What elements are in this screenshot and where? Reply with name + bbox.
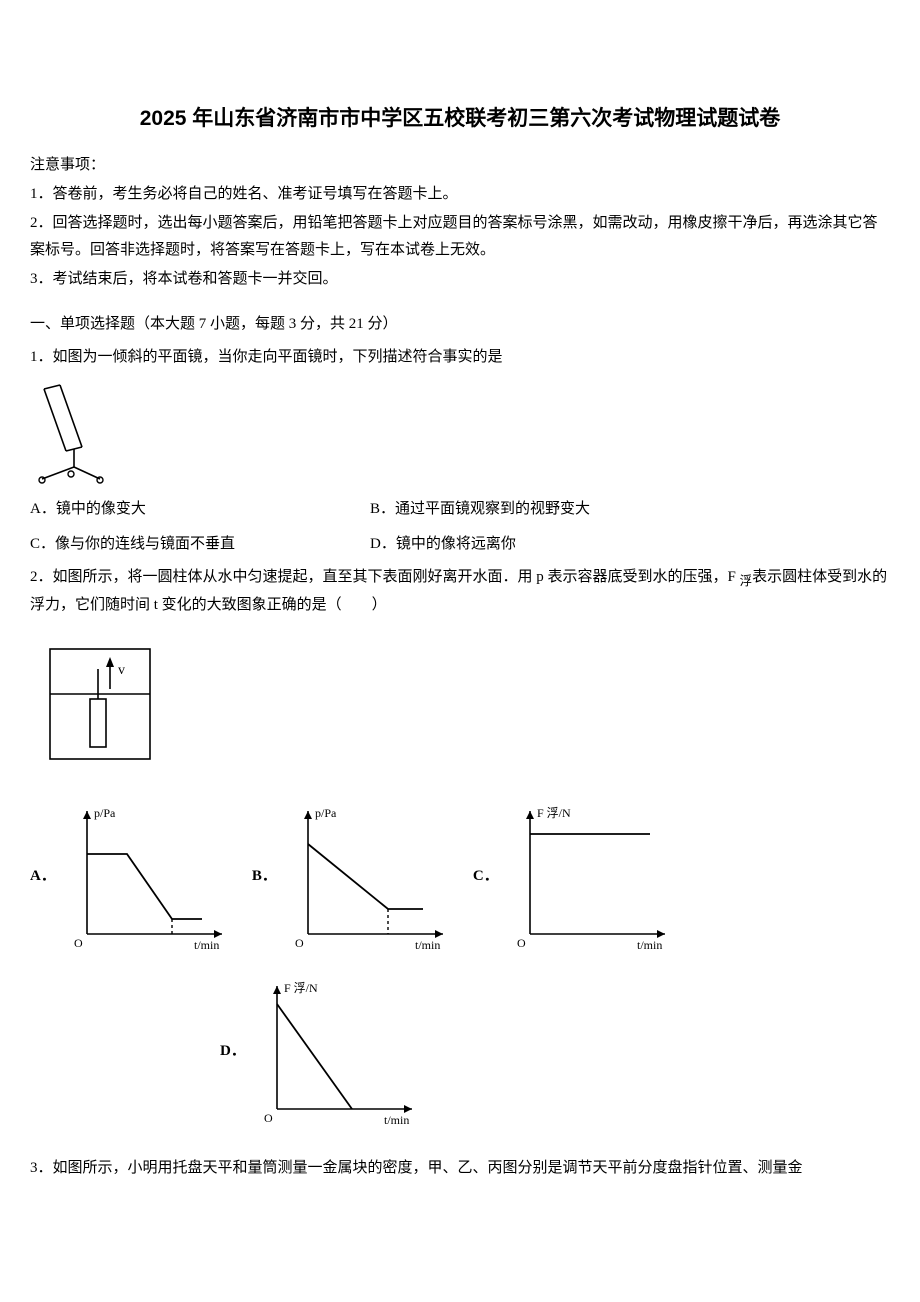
question-1-text: 1．如图为一倾斜的平面镜，当你走向平面镜时，下列描述符合事实的是 bbox=[30, 344, 890, 371]
notice-line: 1．答卷前，考生务必将自己的姓名、准考证号填写在答题卡上。 bbox=[30, 181, 890, 208]
chart-d-letter: D． bbox=[220, 1038, 246, 1065]
chart-c-block: C． F 浮/N t/min O bbox=[473, 799, 675, 954]
chart-b-ylabel: p/Pa bbox=[315, 806, 337, 820]
q2-charts-row-2: D． F 浮/N t/min O bbox=[220, 974, 890, 1149]
svg-text:O: O bbox=[295, 936, 304, 950]
chart-a-xlabel: t/min bbox=[194, 938, 219, 952]
svg-text:v: v bbox=[118, 663, 125, 678]
chart-c-ylabel: F 浮/N bbox=[537, 806, 571, 820]
mirror-figure bbox=[30, 381, 890, 486]
svg-text:O: O bbox=[264, 1111, 273, 1125]
chart-b: p/Pa t/min O bbox=[283, 799, 453, 954]
notice-line: 3．考试结束后，将本试卷和答题卡一并交回。 bbox=[30, 266, 890, 293]
chart-c: F 浮/N t/min O bbox=[505, 799, 675, 954]
question-3-text: 3．如图所示，小明用托盘天平和量筒测量一金属块的密度，甲、乙、丙图分别是调节天平… bbox=[30, 1155, 890, 1182]
chart-a: p/Pa t/min O bbox=[62, 799, 232, 954]
chart-b-xlabel: t/min bbox=[415, 938, 440, 952]
chart-c-letter: C． bbox=[473, 863, 499, 890]
q2-charts-row-1: A． p/Pa t/min O B． p/Pa t/min O C． bbox=[30, 799, 890, 974]
q1-options-row-2: C．像与你的连线与镜面不垂直 D．镜中的像将远离你 bbox=[30, 531, 890, 558]
exam-title: 2025 年山东省济南市市中学区五校联考初三第六次考试物理试题试卷 bbox=[30, 100, 890, 138]
q1-options-row-1: A．镜中的像变大 B．通过平面镜观察到的视野变大 bbox=[30, 496, 890, 523]
section-header: 一、单项选择题（本大题 7 小题，每题 3 分，共 21 分） bbox=[30, 311, 890, 338]
svg-text:O: O bbox=[74, 936, 83, 950]
chart-a-block: A． p/Pa t/min O bbox=[30, 799, 232, 954]
q1-option-a: A．镜中的像变大 bbox=[30, 496, 370, 523]
question-2-text: 2．如图所示，将一圆柱体从水中匀速提起，直至其下表面刚好离开水面．用 p 表示容… bbox=[30, 564, 890, 620]
cylinder-figure: v bbox=[40, 639, 890, 769]
notice-line: 2．回答选择题时，选出每小题答案后，用铅笔把答题卡上对应题目的答案标号涂黑，如需… bbox=[30, 210, 890, 264]
chart-a-letter: A． bbox=[30, 863, 56, 890]
chart-d: F 浮/N t/min O bbox=[252, 974, 422, 1129]
chart-d-xlabel: t/min bbox=[384, 1113, 409, 1127]
q1-option-b: B．通过平面镜观察到的视野变大 bbox=[370, 496, 710, 523]
chart-a-ylabel: p/Pa bbox=[94, 806, 116, 820]
svg-text:O: O bbox=[517, 936, 526, 950]
chart-d-block: D． F 浮/N t/min O bbox=[220, 974, 422, 1129]
chart-c-xlabel: t/min bbox=[637, 938, 662, 952]
chart-b-letter: B． bbox=[252, 863, 277, 890]
q1-option-d: D．镜中的像将远离你 bbox=[370, 531, 710, 558]
q2-sub: 浮 bbox=[740, 574, 753, 588]
q2-text-part1: 2．如图所示，将一圆柱体从水中匀速提起，直至其下表面刚好离开水面．用 p 表示容… bbox=[30, 569, 740, 585]
chart-b-block: B． p/Pa t/min O bbox=[252, 799, 453, 954]
notice-header: 注意事项： bbox=[30, 152, 890, 179]
chart-d-ylabel: F 浮/N bbox=[284, 981, 318, 995]
q1-option-c: C．像与你的连线与镜面不垂直 bbox=[30, 531, 370, 558]
